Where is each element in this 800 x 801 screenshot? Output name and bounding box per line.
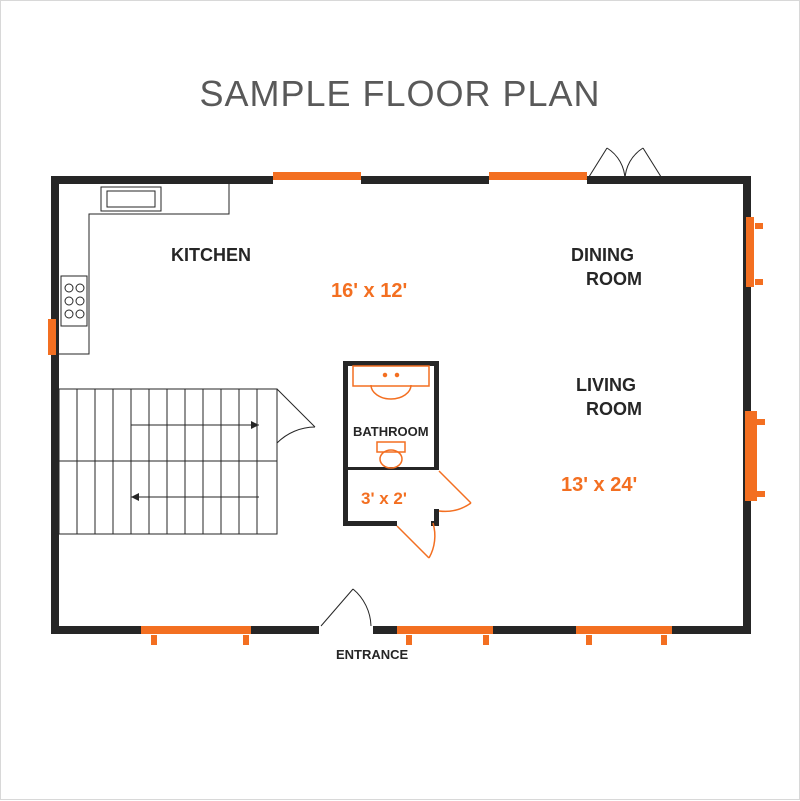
dining-label-2: ROOM [586,269,642,289]
wall-top-left [51,176,273,184]
kitchen-counter [59,184,229,354]
hall-door [277,389,315,443]
dining-label-1: DINING [571,245,634,265]
bathroom-label: BATHROOM [353,424,429,439]
living-dim: 13' x 24' [561,474,637,496]
bathroom-fixtures [353,366,471,558]
accent-windows [48,172,765,645]
living-label-2: ROOM [586,399,642,419]
wall-top-mid [361,176,489,184]
living-label-1: LIVING [576,375,636,395]
stairs [59,389,277,534]
kitchen-label: KITCHEN [171,245,251,265]
kitchen-dim: 16' x 12' [331,280,407,302]
floorplan-svg: KITCHEN 16' x 12' DINING ROOM LIVING ROO… [1,1,800,801]
wall-top-right [587,176,751,184]
entrance-door [321,589,371,626]
entrance-label: ENTRANCE [336,647,409,662]
wall-left [51,176,59,631]
top-doors [587,148,663,180]
bathroom-dim: 3' x 2' [361,489,407,508]
floorplan-frame: SAMPLE FLOOR PLAN [0,0,800,800]
